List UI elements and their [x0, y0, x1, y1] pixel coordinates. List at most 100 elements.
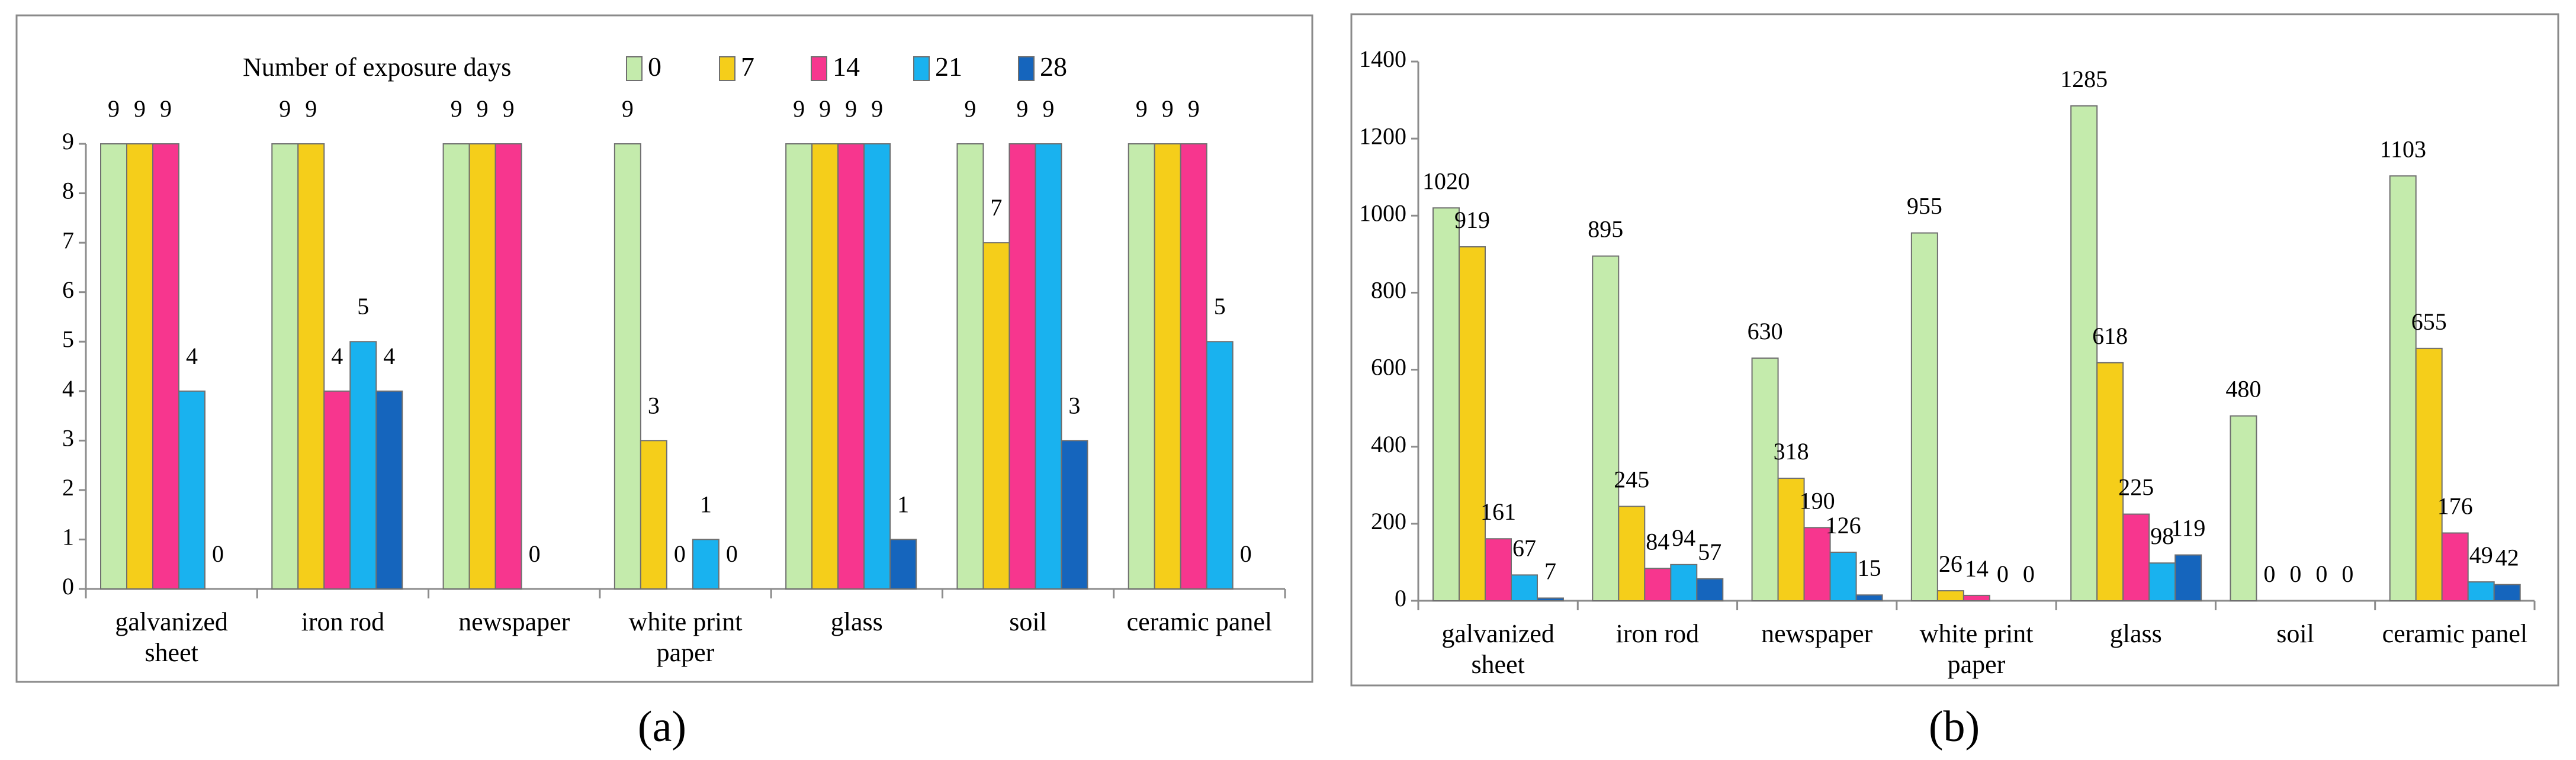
chart-a-bar-soil-day-0	[956, 143, 984, 590]
chart-b-data-label-galvanized-sheet-day-28: 7	[1544, 558, 1556, 584]
legend-swatch-day-7	[719, 56, 735, 81]
chart-a-data-label-glass-day-0: 9	[793, 95, 805, 122]
chart-a-data-label-glass-day-7: 9	[819, 95, 831, 122]
chart-b-bar-newspaper-day-14	[1803, 527, 1831, 601]
chart-b-bar-soil-day-0	[2230, 415, 2257, 602]
chart-b-data-label-galvanized-sheet-day-7: 919	[1454, 207, 1490, 233]
chart-a-data-label-soil-day-14: 9	[1016, 95, 1028, 122]
chart-b-data-label-ceramic-panel-day-21: 49	[2469, 542, 2493, 568]
legend-label-day-14: 14	[833, 51, 860, 82]
chart-b-bar-ceramic-panel-day-14	[2441, 532, 2469, 602]
chart-a-bar-newspaper-day-14	[494, 143, 522, 590]
chart-a-bar-glass-day-28	[889, 539, 917, 590]
chart-a-bar-ceramic-panel-day-21	[1206, 341, 1234, 590]
chart-b-data-label-glass-day-7: 618	[2092, 323, 2128, 349]
chart-b-data-label-soil-day-14: 0	[2289, 561, 2301, 587]
chart-a-data-label-soil-day-0: 9	[964, 95, 976, 122]
chart-a-category-label-ceramic-panel: ceramic panel	[1127, 607, 1273, 636]
chart-a-y-tick-label-1: 1	[62, 524, 74, 550]
chart-b-data-label-iron-rod-day-28: 57	[1698, 539, 1721, 565]
chart-a-y-tick-label-4: 4	[62, 375, 74, 402]
chart-b-y-tick-label-1200: 1200	[1359, 123, 1406, 149]
chart-a-data-label-white-print-paper-day-0: 9	[622, 95, 634, 122]
chart-b-category-label-glass: glass	[2110, 619, 2162, 648]
chart-a-bar-soil-day-28	[1061, 440, 1088, 590]
chart-b-bar-newspaper-day-7	[1777, 478, 1805, 602]
legend-label-day-28: 28	[1040, 51, 1067, 82]
chart-b-data-label-newspaper-day-14: 190	[1800, 487, 1835, 514]
chart-b-category-label-newspaper: newspaper	[1761, 619, 1872, 648]
chart-b-data-label-glass-day-21: 98	[2150, 523, 2174, 549]
chart-b-bar-iron-rod-day-7	[1618, 505, 1646, 602]
chart-b-category-label-iron-rod: iron rod	[1616, 619, 1700, 648]
chart-a-data-label-white-print-paper-day-21: 1	[700, 491, 712, 517]
chart-a-bar-iron-rod-day-0	[271, 143, 299, 590]
chart-a-bar-iron-rod-day-21	[349, 341, 377, 590]
chart-a-bar-glass-day-7	[811, 143, 839, 590]
panel-label-a: (a)	[638, 703, 686, 751]
chart-b-data-label-white-print-paper-day-0: 955	[1907, 193, 1942, 220]
chart-a-bar-ceramic-panel-day-14	[1180, 143, 1207, 590]
chart-a-data-label-ceramic-panel-day-14: 9	[1188, 95, 1200, 122]
chart-a-data-label-iron-rod-day-28: 4	[383, 343, 395, 369]
chart-b-bar-iron-rod-day-14	[1644, 568, 1672, 602]
chart-a-bar-iron-rod-day-7	[297, 143, 325, 590]
chart-a-data-label-galvanized-sheet-day-0: 9	[108, 95, 120, 122]
chart-a-data-label-iron-rod-day-21: 5	[357, 293, 369, 320]
chart-a-bar-glass-day-0	[785, 143, 813, 590]
chart-a-data-label-ceramic-panel-day-21: 5	[1214, 293, 1226, 320]
chart-b-data-label-galvanized-sheet-day-0: 1020	[1422, 168, 1470, 194]
chart-a-data-label-newspaper-day-0: 9	[451, 95, 462, 122]
chart-a-data-label-glass-day-28: 1	[897, 491, 909, 517]
chart-a-bar-galvanized-sheet-day-0	[100, 143, 127, 590]
chart-b-data-label-ceramic-panel-day-7: 655	[2411, 308, 2447, 335]
chart-b-category-label-ceramic-panel: ceramic panel	[2382, 619, 2528, 648]
chart-a-y-tick-label-5: 5	[62, 326, 74, 352]
chart-b-bar-iron-rod-day-0	[1592, 255, 1620, 601]
chart-a-bar-glass-day-14	[837, 143, 865, 590]
legend-swatch-day-28	[1018, 56, 1035, 81]
chart-a-bar-iron-rod-day-28	[375, 390, 403, 590]
chart-b-data-label-galvanized-sheet-day-21: 67	[1512, 534, 1536, 561]
chart-a-category-label-white-print-paper: white print paper	[629, 607, 743, 667]
chart-a-bar-newspaper-day-7	[468, 143, 496, 590]
chart-a-data-label-galvanized-sheet-day-14: 9	[160, 95, 172, 122]
chart-b-bar-white-print-paper-day-7	[1936, 590, 1964, 601]
chart-b-data-label-soil-day-0: 480	[2225, 376, 2261, 402]
chart-b-bar-newspaper-day-28	[1855, 594, 1883, 601]
chart-b-data-label-newspaper-day-0: 630	[1748, 318, 1783, 344]
legend-swatch-day-0	[626, 56, 643, 81]
chart-b-bar-glass-day-28	[2174, 554, 2202, 601]
legend-swatch-day-14	[811, 56, 827, 81]
chart-b-data-label-white-print-paper-day-28: 0	[2023, 561, 2035, 587]
chart-a-data-label-galvanized-sheet-day-28: 0	[212, 540, 224, 567]
chart-a-y-tick-label-7: 7	[62, 227, 74, 253]
chart-a-bar-ceramic-panel-day-7	[1154, 143, 1181, 590]
legend-swatch-day-21	[913, 56, 930, 81]
chart-a-y-tick-label-3: 3	[62, 425, 74, 452]
chart-b-bar-galvanized-sheet-day-28	[1537, 597, 1564, 602]
panel-label-b: (b)	[1929, 703, 1980, 751]
chart-b-bar-iron-rod-day-21	[1670, 563, 1698, 602]
chart-a-bar-galvanized-sheet-day-21	[178, 390, 205, 590]
chart-b-data-label-ceramic-panel-day-0: 1103	[2379, 136, 2426, 162]
chart-a-data-label-glass-day-21: 9	[871, 95, 883, 122]
chart-b-data-label-newspaper-day-7: 318	[1774, 438, 1809, 465]
chart-b-bar-newspaper-day-0	[1751, 358, 1779, 601]
chart-b-data-label-soil-day-7: 0	[2263, 561, 2275, 587]
chart-a-y-tick-label-0: 0	[62, 573, 74, 600]
chart-a-data-label-ceramic-panel-day-0: 9	[1136, 95, 1148, 122]
chart-b-bar-white-print-paper-day-14	[1962, 594, 1990, 602]
chart-a-data-label-soil-day-21: 9	[1042, 95, 1054, 122]
legend-label-day-21: 21	[935, 51, 962, 82]
chart-a-data-label-white-print-paper-day-7: 3	[648, 392, 660, 418]
chart-b-bar-white-print-paper-day-0	[1910, 232, 1938, 601]
chart-a-data-label-soil-day-7: 7	[990, 194, 1002, 221]
legend-label-day-7: 7	[741, 51, 754, 82]
chart-a-data-label-newspaper-day-21: 0	[529, 540, 541, 567]
chart-b-y-tick-label-600: 600	[1371, 354, 1406, 381]
chart-b-bar-ceramic-panel-day-0	[2389, 175, 2417, 601]
chart-a-bar-soil-day-21	[1035, 143, 1062, 590]
chart-a-bar-soil-day-14	[1008, 143, 1036, 590]
